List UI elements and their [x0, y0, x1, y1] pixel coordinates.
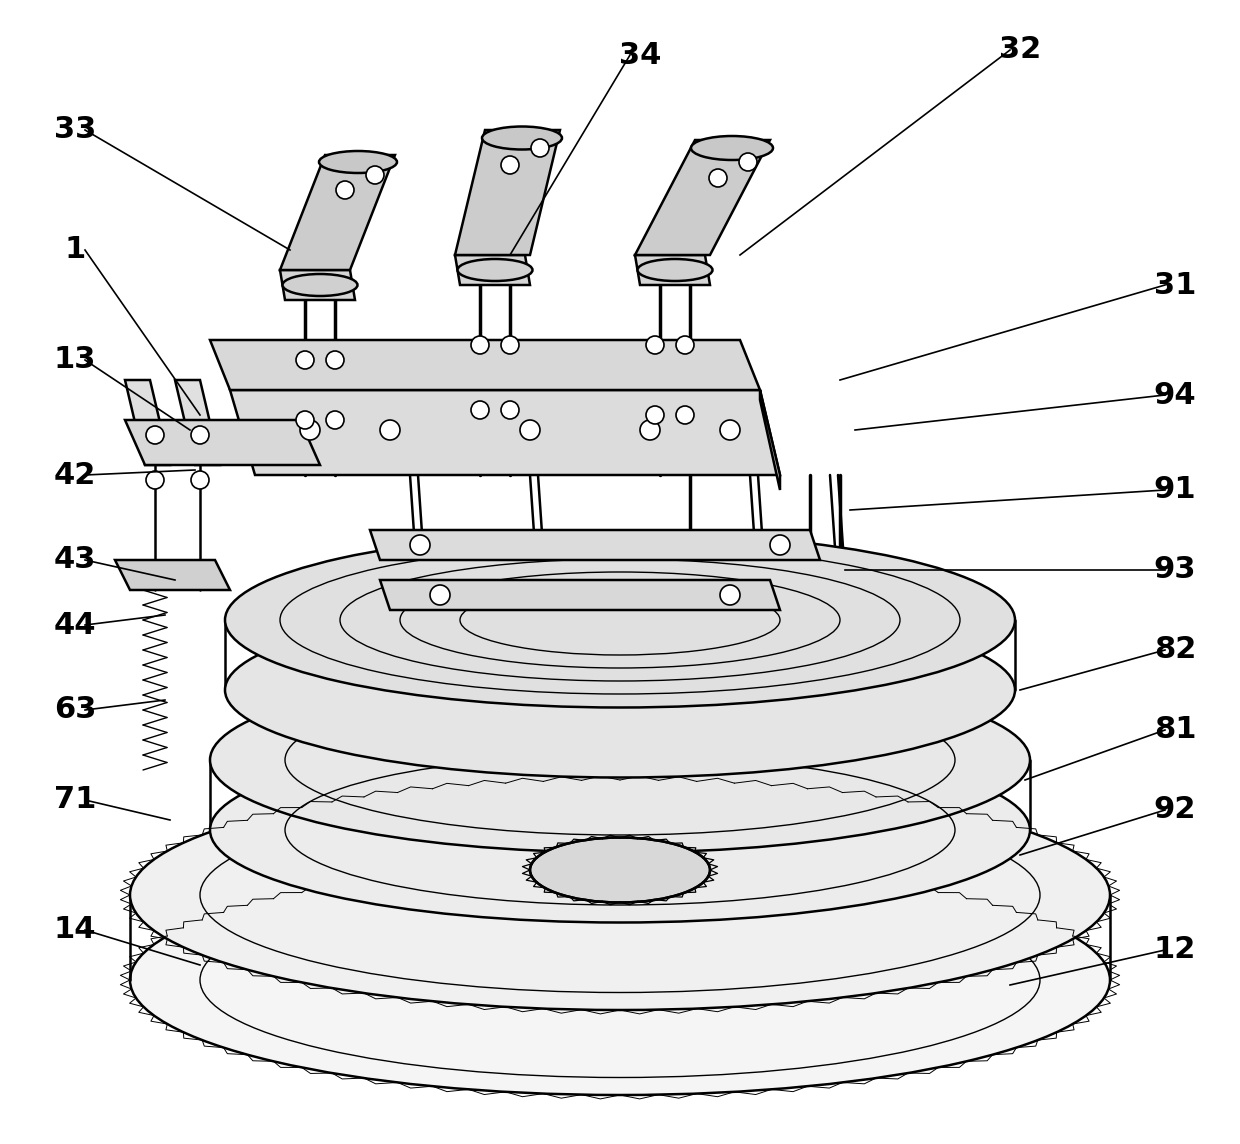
Polygon shape	[175, 380, 219, 464]
Circle shape	[676, 336, 694, 353]
Text: 44: 44	[53, 611, 97, 639]
Circle shape	[326, 411, 343, 429]
Circle shape	[501, 336, 520, 353]
Ellipse shape	[637, 259, 713, 281]
Circle shape	[720, 585, 740, 605]
Circle shape	[379, 420, 401, 440]
Circle shape	[296, 351, 314, 370]
Circle shape	[640, 420, 660, 440]
Ellipse shape	[458, 259, 532, 281]
Circle shape	[146, 426, 164, 444]
Text: 32: 32	[999, 35, 1042, 64]
Text: 91: 91	[1153, 476, 1197, 505]
Circle shape	[720, 420, 740, 440]
Polygon shape	[280, 270, 355, 300]
Circle shape	[709, 169, 727, 186]
Ellipse shape	[130, 865, 1110, 1095]
Polygon shape	[280, 154, 396, 270]
Text: 81: 81	[1153, 715, 1197, 745]
Polygon shape	[229, 390, 780, 475]
Circle shape	[146, 471, 164, 488]
Circle shape	[531, 140, 549, 157]
Circle shape	[191, 426, 210, 444]
Circle shape	[646, 336, 663, 353]
Circle shape	[501, 402, 520, 419]
Circle shape	[739, 153, 756, 170]
Polygon shape	[455, 130, 560, 255]
Text: 94: 94	[1153, 381, 1197, 410]
Text: 43: 43	[53, 546, 97, 574]
Circle shape	[336, 181, 353, 199]
Ellipse shape	[210, 667, 1030, 852]
Polygon shape	[370, 530, 820, 561]
Text: 31: 31	[1153, 270, 1197, 300]
Circle shape	[770, 535, 790, 555]
Ellipse shape	[283, 275, 357, 296]
Circle shape	[430, 585, 450, 605]
Ellipse shape	[529, 837, 711, 903]
Polygon shape	[125, 380, 170, 464]
Circle shape	[471, 336, 489, 353]
Circle shape	[646, 406, 663, 424]
Text: 14: 14	[53, 915, 97, 945]
Ellipse shape	[130, 780, 1110, 1010]
Circle shape	[520, 420, 539, 440]
Polygon shape	[379, 580, 780, 610]
Ellipse shape	[691, 136, 773, 160]
Polygon shape	[635, 255, 711, 285]
Polygon shape	[635, 140, 770, 255]
Polygon shape	[760, 390, 780, 490]
Circle shape	[410, 535, 430, 555]
Circle shape	[366, 166, 384, 184]
Circle shape	[676, 406, 694, 424]
Ellipse shape	[319, 151, 397, 173]
Text: 93: 93	[1153, 556, 1197, 585]
Ellipse shape	[210, 738, 1030, 922]
Text: 71: 71	[53, 786, 97, 815]
Polygon shape	[210, 340, 760, 390]
Text: 92: 92	[1153, 795, 1197, 825]
Circle shape	[300, 420, 320, 440]
Circle shape	[501, 156, 520, 174]
Text: 63: 63	[53, 696, 97, 724]
Ellipse shape	[224, 532, 1016, 707]
Polygon shape	[455, 255, 529, 285]
Ellipse shape	[224, 603, 1016, 778]
Circle shape	[326, 351, 343, 370]
Polygon shape	[125, 420, 320, 464]
Text: 1: 1	[64, 236, 86, 264]
Text: 13: 13	[53, 345, 97, 374]
Circle shape	[191, 471, 210, 488]
Text: 42: 42	[53, 461, 97, 490]
Text: 33: 33	[53, 116, 97, 144]
Text: 34: 34	[619, 40, 661, 70]
Text: 12: 12	[1153, 936, 1197, 964]
Circle shape	[471, 402, 489, 419]
Polygon shape	[115, 561, 229, 590]
Circle shape	[296, 411, 314, 429]
Text: 82: 82	[1153, 636, 1197, 665]
Ellipse shape	[482, 127, 562, 150]
